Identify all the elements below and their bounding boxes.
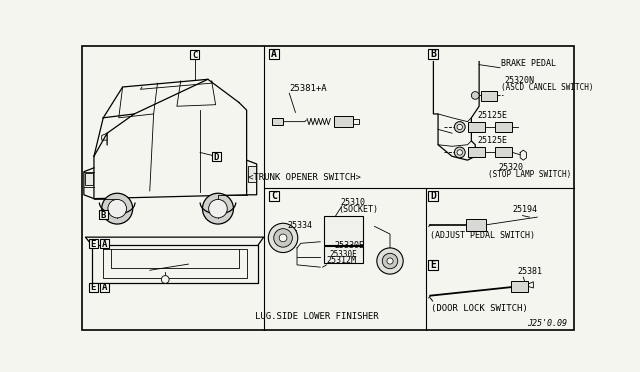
Circle shape bbox=[202, 193, 234, 224]
Text: 25310: 25310 bbox=[340, 198, 365, 207]
Text: 25334: 25334 bbox=[288, 221, 313, 230]
Text: LUG.SIDE LOWER FINISHER: LUG.SIDE LOWER FINISHER bbox=[255, 312, 379, 321]
Text: 25330E: 25330E bbox=[334, 241, 364, 250]
Text: BRAKE PEDAL: BRAKE PEDAL bbox=[501, 59, 556, 68]
Bar bbox=[334, 116, 353, 127]
Text: (ADJUST PEDAL SWITCH): (ADJUST PEDAL SWITCH) bbox=[431, 231, 536, 240]
Text: 25320N: 25320N bbox=[505, 76, 534, 85]
Bar bbox=[190, 50, 199, 59]
Bar bbox=[100, 239, 109, 248]
Bar bbox=[495, 122, 513, 132]
Text: C: C bbox=[192, 51, 197, 60]
Text: 25320: 25320 bbox=[499, 163, 524, 172]
Circle shape bbox=[274, 229, 292, 247]
Bar bbox=[467, 122, 484, 132]
Circle shape bbox=[382, 253, 397, 269]
Text: (DOOR LOCK SWITCH): (DOOR LOCK SWITCH) bbox=[431, 304, 527, 313]
Circle shape bbox=[387, 258, 393, 264]
Circle shape bbox=[472, 92, 479, 99]
Bar bbox=[88, 239, 98, 248]
Text: 25381+A: 25381+A bbox=[289, 84, 327, 93]
Bar bbox=[324, 246, 363, 263]
Circle shape bbox=[454, 147, 465, 158]
Circle shape bbox=[457, 124, 463, 130]
Bar bbox=[272, 118, 283, 125]
Text: A: A bbox=[271, 49, 277, 59]
Bar bbox=[248, 166, 256, 182]
Text: E: E bbox=[430, 260, 436, 270]
Circle shape bbox=[102, 193, 132, 224]
Text: 25330E: 25330E bbox=[330, 250, 357, 259]
Text: B: B bbox=[100, 211, 106, 220]
Text: (ASCD CANCEL SWITCH): (ASCD CANCEL SWITCH) bbox=[501, 83, 593, 92]
Bar bbox=[88, 283, 98, 292]
Text: D: D bbox=[430, 191, 436, 201]
Circle shape bbox=[454, 122, 465, 132]
Text: A: A bbox=[102, 283, 108, 292]
Text: 25125E: 25125E bbox=[477, 136, 508, 145]
Bar bbox=[269, 191, 279, 201]
Text: A: A bbox=[102, 240, 108, 248]
Bar bbox=[495, 147, 513, 157]
Bar bbox=[481, 91, 497, 101]
Text: <TRUNK OPENER SWITCH>: <TRUNK OPENER SWITCH> bbox=[248, 173, 361, 182]
Text: 25194: 25194 bbox=[513, 205, 538, 215]
Circle shape bbox=[377, 248, 403, 274]
Text: 25125E: 25125E bbox=[477, 111, 508, 120]
Bar bbox=[467, 147, 484, 157]
Bar bbox=[100, 283, 109, 292]
Bar bbox=[428, 260, 438, 270]
Bar bbox=[511, 281, 528, 292]
Text: (STOP LAMP SWITCH): (STOP LAMP SWITCH) bbox=[488, 170, 572, 179]
Bar bbox=[466, 219, 486, 231]
Circle shape bbox=[209, 199, 227, 218]
Bar bbox=[428, 49, 438, 59]
Text: J25'0.09: J25'0.09 bbox=[527, 320, 566, 328]
Circle shape bbox=[268, 223, 298, 253]
Circle shape bbox=[279, 234, 287, 242]
Circle shape bbox=[161, 276, 169, 283]
Text: 25312M: 25312M bbox=[326, 256, 356, 265]
Text: 25381: 25381 bbox=[518, 267, 543, 276]
Text: D: D bbox=[214, 153, 219, 161]
Text: (SOCKET): (SOCKET) bbox=[338, 205, 378, 214]
Circle shape bbox=[457, 150, 463, 155]
Bar bbox=[269, 49, 279, 59]
Bar bbox=[84, 173, 93, 185]
Bar bbox=[99, 210, 108, 219]
Text: E: E bbox=[90, 240, 96, 248]
Text: C: C bbox=[271, 191, 277, 201]
Circle shape bbox=[108, 199, 127, 218]
Bar bbox=[212, 152, 221, 161]
Bar bbox=[324, 216, 363, 245]
Bar bbox=[428, 191, 438, 201]
Text: E: E bbox=[90, 283, 96, 292]
Text: B: B bbox=[430, 49, 436, 59]
